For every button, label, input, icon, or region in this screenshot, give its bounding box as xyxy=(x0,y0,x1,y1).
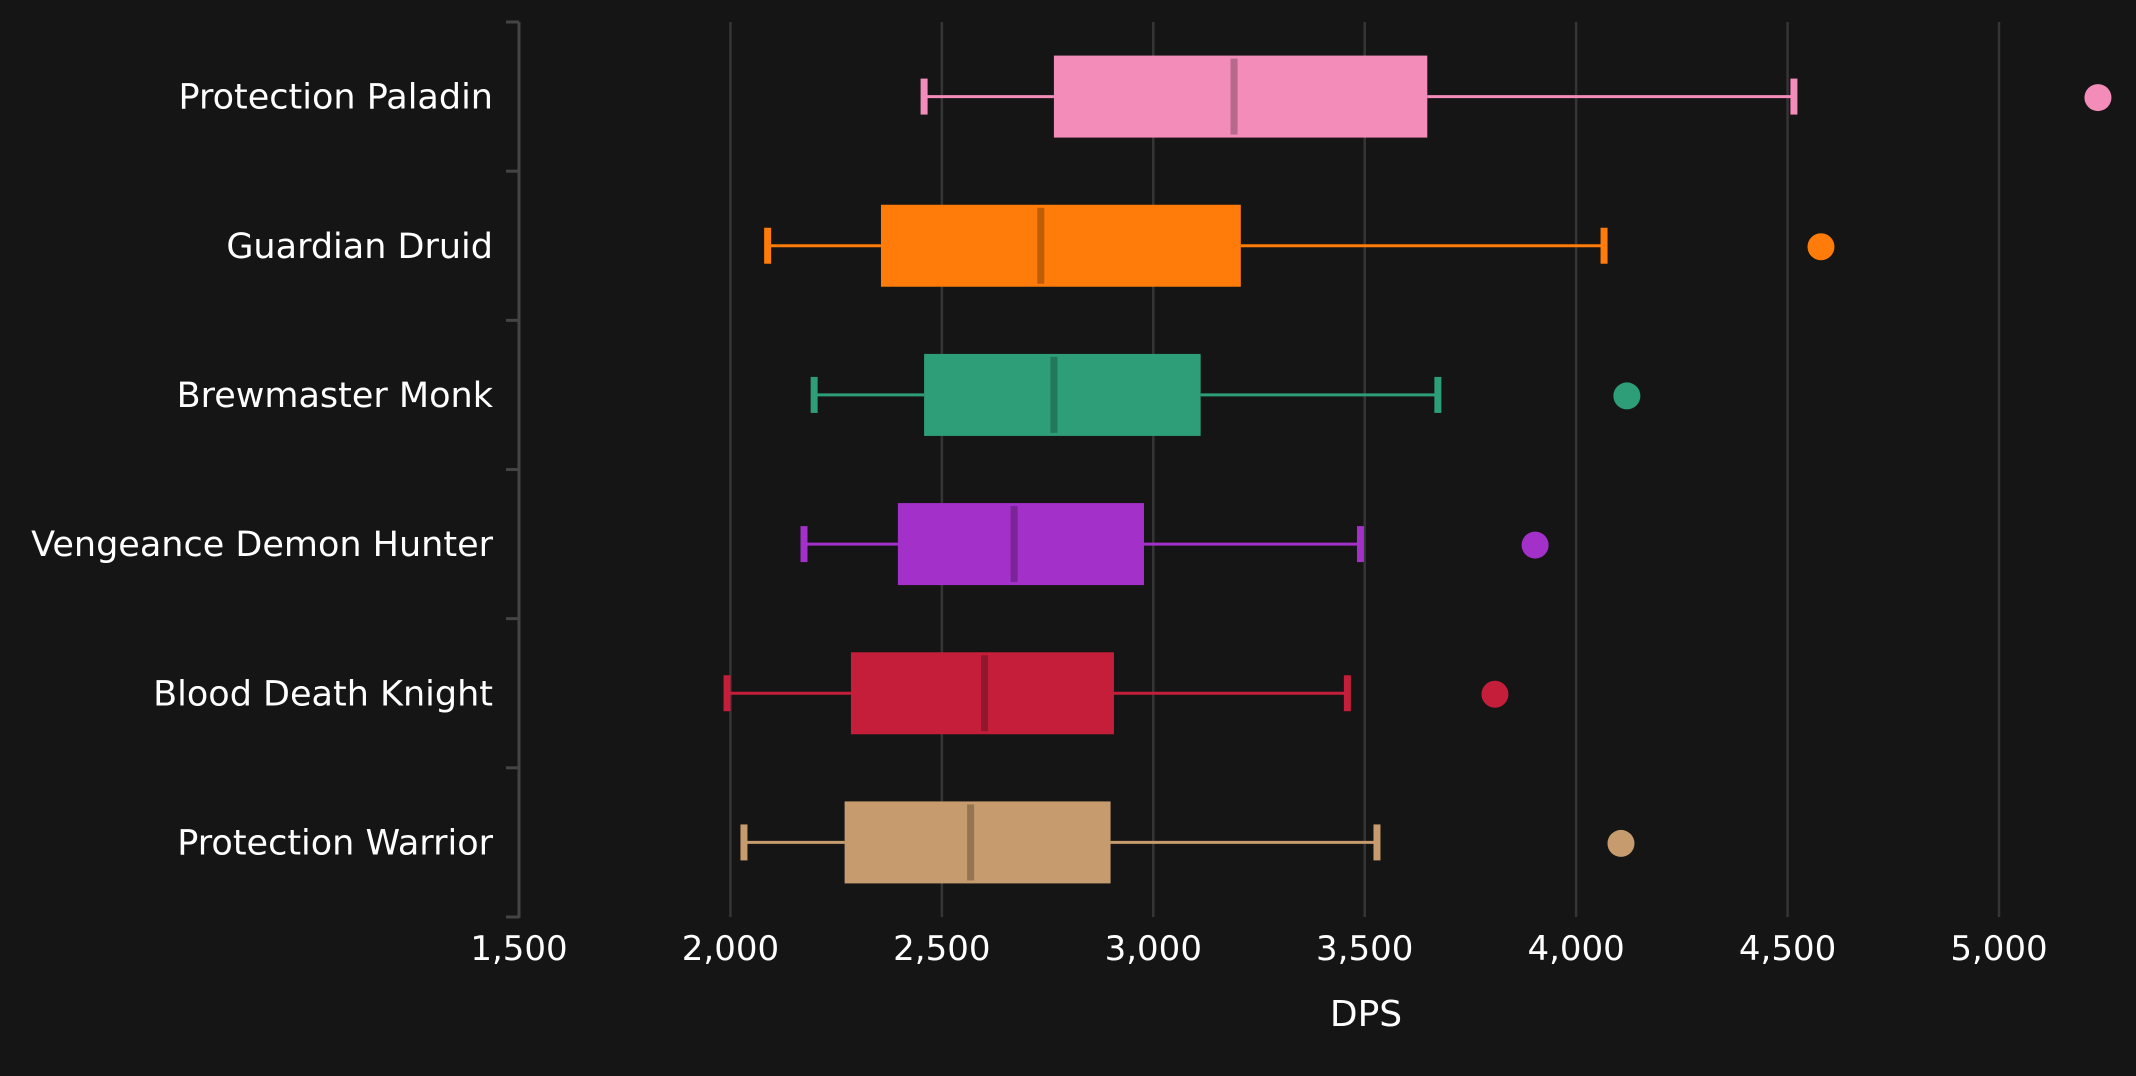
whisker-cap-min xyxy=(920,78,928,115)
whisker-cap-min xyxy=(764,227,772,264)
whisker-cap-max xyxy=(1343,675,1351,712)
whisker-cap-min xyxy=(740,824,748,861)
x-tick-label: 4,500 xyxy=(1739,929,1836,969)
whisker-cap-max xyxy=(1790,78,1798,115)
y-axis xyxy=(506,20,521,919)
category-label: Brewmaster Monk xyxy=(177,376,494,416)
box-guardian-druid xyxy=(764,204,1835,287)
category-label: Protection Warrior xyxy=(177,823,493,863)
grid-lines xyxy=(729,22,2001,917)
x-tick-label: 2,000 xyxy=(682,929,779,969)
category-labels: Protection Paladin Guardian Druid Brewmast… xyxy=(31,78,494,864)
whisker-cap-max xyxy=(1600,227,1608,264)
whisker-cap-min xyxy=(723,675,731,712)
outlier-point xyxy=(2084,84,2112,112)
box-blood-death-knight xyxy=(723,652,1509,735)
outlier-point xyxy=(1521,531,1549,559)
category-label: Guardian Druid xyxy=(226,227,493,267)
whisker-cap-max xyxy=(1356,526,1364,563)
median-line xyxy=(1037,207,1045,284)
whisker-cap-max xyxy=(1373,824,1381,861)
median-line xyxy=(967,804,975,881)
median-line xyxy=(1230,58,1238,135)
median-line xyxy=(1010,506,1018,583)
outlier-point xyxy=(1607,829,1635,857)
x-tick-label: 1,500 xyxy=(470,929,567,969)
x-tick-label: 3,000 xyxy=(1105,929,1202,969)
x-tick-label: 4,000 xyxy=(1527,929,1624,969)
box-protection-paladin xyxy=(920,55,2112,138)
x-tick-label: 2,500 xyxy=(893,929,990,969)
outlier-point xyxy=(1613,382,1641,410)
whisker-cap-min xyxy=(800,526,808,563)
category-label: Blood Death Knight xyxy=(153,674,493,714)
category-label: Vengeance Demon Hunter xyxy=(31,525,493,565)
outlier-point xyxy=(1481,680,1509,708)
x-tick-labels: 1,500 2,000 2,500 3,000 3,500 4,000 4,500 5,000 xyxy=(470,929,2047,969)
category-label: Protection Paladin xyxy=(179,78,493,118)
iqr-box xyxy=(880,204,1241,287)
median-line xyxy=(1050,356,1058,433)
box-vengeance-demon-hunter xyxy=(800,503,1549,586)
iqr-box xyxy=(1053,55,1428,138)
iqr-box xyxy=(897,503,1144,586)
x-tick-label: 5,000 xyxy=(1950,929,2047,969)
x-tick-label: 3,500 xyxy=(1316,929,1413,969)
box-protection-warrior xyxy=(740,801,1635,884)
whisker-cap-min xyxy=(810,376,818,413)
outlier-point xyxy=(1807,233,1835,261)
iqr-box xyxy=(924,353,1201,436)
whisker-cap-max xyxy=(1434,376,1442,413)
iqr-box xyxy=(844,801,1111,884)
median-line xyxy=(981,655,989,732)
box-brewmaster-monk xyxy=(810,353,1641,436)
x-axis-title: DPS xyxy=(1330,994,1402,1035)
boxes xyxy=(723,55,2112,884)
